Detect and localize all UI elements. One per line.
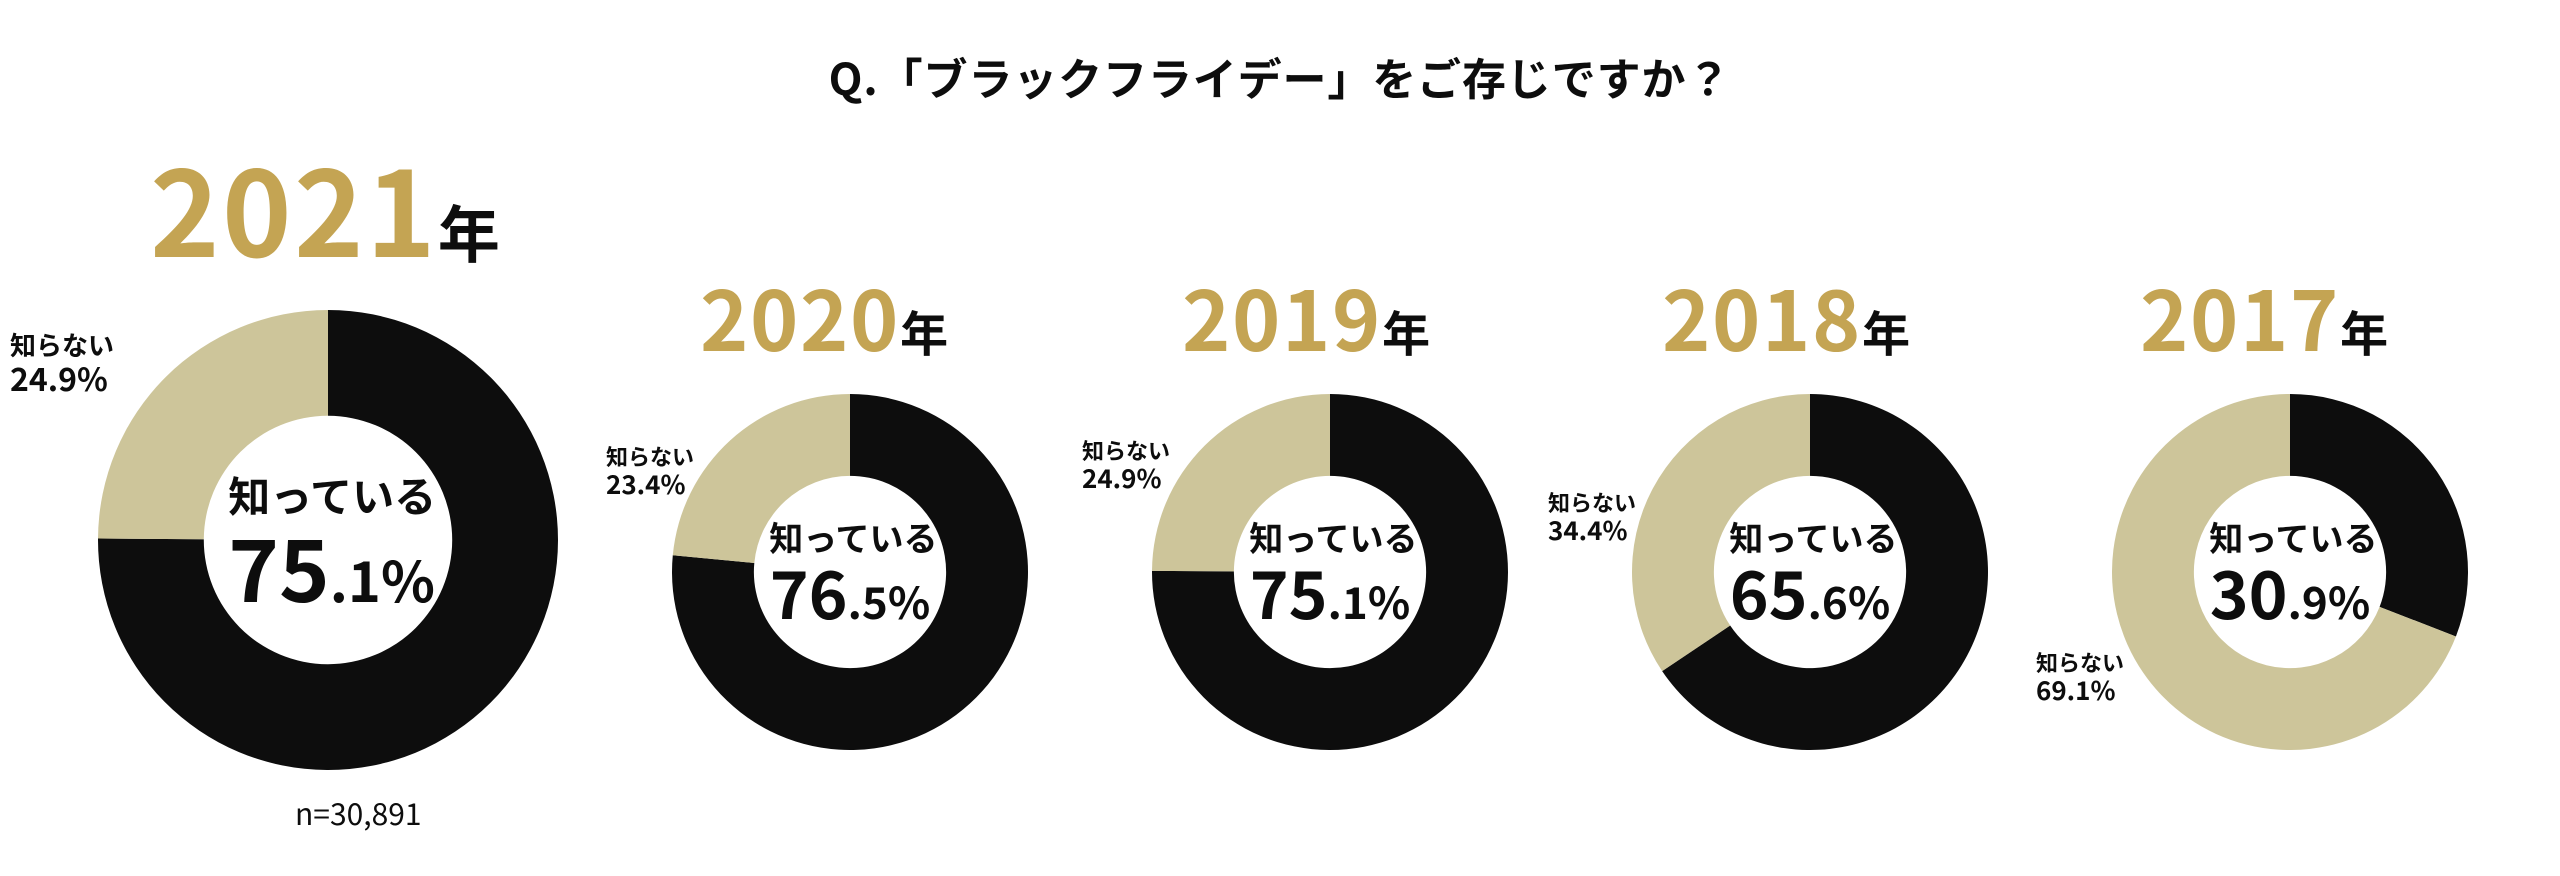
know-percent-dec: .1 bbox=[330, 538, 381, 619]
know-percent-suffix: % bbox=[1368, 568, 1410, 632]
know-percent: 30.9% bbox=[2209, 555, 2371, 628]
year-suffix: 年 bbox=[1862, 295, 1910, 365]
dont-know-percent: 24.9% bbox=[1082, 463, 1170, 493]
year-number: 2020 bbox=[700, 256, 900, 375]
know-percent-dec: .1 bbox=[1328, 568, 1368, 632]
dont-know-percent: 24.9% bbox=[10, 360, 114, 397]
year-suffix: 年 bbox=[1382, 295, 1430, 365]
dont-know-label-2019: 知らない24.9% bbox=[1082, 438, 1170, 493]
dont-know-label-2017: 知らない69.1% bbox=[2036, 650, 2124, 705]
know-percent-suffix: % bbox=[888, 568, 930, 632]
year-number: 2018 bbox=[1662, 256, 1862, 375]
dont-know-label-2020: 知らない23.4% bbox=[606, 444, 694, 499]
know-percent-suffix: % bbox=[2328, 568, 2370, 632]
know-percent-dec: .5 bbox=[848, 568, 888, 632]
year-label-2020: 2020年 bbox=[700, 256, 948, 375]
know-percent-dec: .9 bbox=[2288, 568, 2328, 632]
year-number: 2021 bbox=[150, 120, 438, 291]
year-label-2017: 2017年 bbox=[2140, 256, 2388, 375]
year-label-2019: 2019年 bbox=[1182, 256, 1430, 375]
center-label-2018: 知っている65.6% bbox=[1729, 518, 1891, 628]
know-percent-int: 75 bbox=[1250, 543, 1328, 639]
year-number: 2017 bbox=[2140, 256, 2340, 375]
chart-title: Q.「ブラックフライデー」をご存じですか？ bbox=[0, 44, 2560, 108]
year-number: 2019 bbox=[1182, 256, 1382, 375]
chart-canvas: Q.「ブラックフライデー」をご存じですか？ n=30,891 2021年知ってい… bbox=[0, 0, 2560, 876]
dont-know-label-2021: 知らない24.9% bbox=[10, 330, 114, 397]
sample-size-label: n=30,891 bbox=[295, 790, 422, 834]
know-percent-dec: .6 bbox=[1808, 568, 1848, 632]
year-label-2018: 2018年 bbox=[1662, 256, 1910, 375]
center-label-2020: 知っている76.5% bbox=[769, 518, 931, 628]
center-label-2017: 知っている30.9% bbox=[2209, 518, 2371, 628]
year-suffix: 年 bbox=[438, 185, 500, 275]
dont-know-percent: 69.1% bbox=[2036, 675, 2124, 705]
know-percent-int: 75 bbox=[228, 502, 329, 627]
year-suffix: 年 bbox=[2340, 295, 2388, 365]
know-percent: 65.6% bbox=[1729, 555, 1891, 628]
know-percent-suffix: % bbox=[1848, 568, 1890, 632]
know-percent-int: 30 bbox=[2210, 543, 2288, 639]
know-percent-int: 76 bbox=[770, 543, 848, 639]
know-percent-int: 65 bbox=[1730, 543, 1808, 639]
dont-know-percent: 23.4% bbox=[606, 469, 694, 499]
year-suffix: 年 bbox=[900, 295, 948, 365]
center-label-2019: 知っている75.1% bbox=[1249, 518, 1411, 628]
center-label-2021: 知っている75.1% bbox=[228, 472, 428, 613]
know-percent: 76.5% bbox=[769, 555, 931, 628]
know-percent-suffix: % bbox=[381, 538, 435, 619]
dont-know-label-2018: 知らない34.4% bbox=[1548, 490, 1636, 545]
year-label-2021: 2021年 bbox=[150, 120, 500, 291]
know-percent: 75.1% bbox=[228, 518, 428, 613]
know-percent: 75.1% bbox=[1249, 555, 1411, 628]
dont-know-percent: 34.4% bbox=[1548, 515, 1636, 545]
